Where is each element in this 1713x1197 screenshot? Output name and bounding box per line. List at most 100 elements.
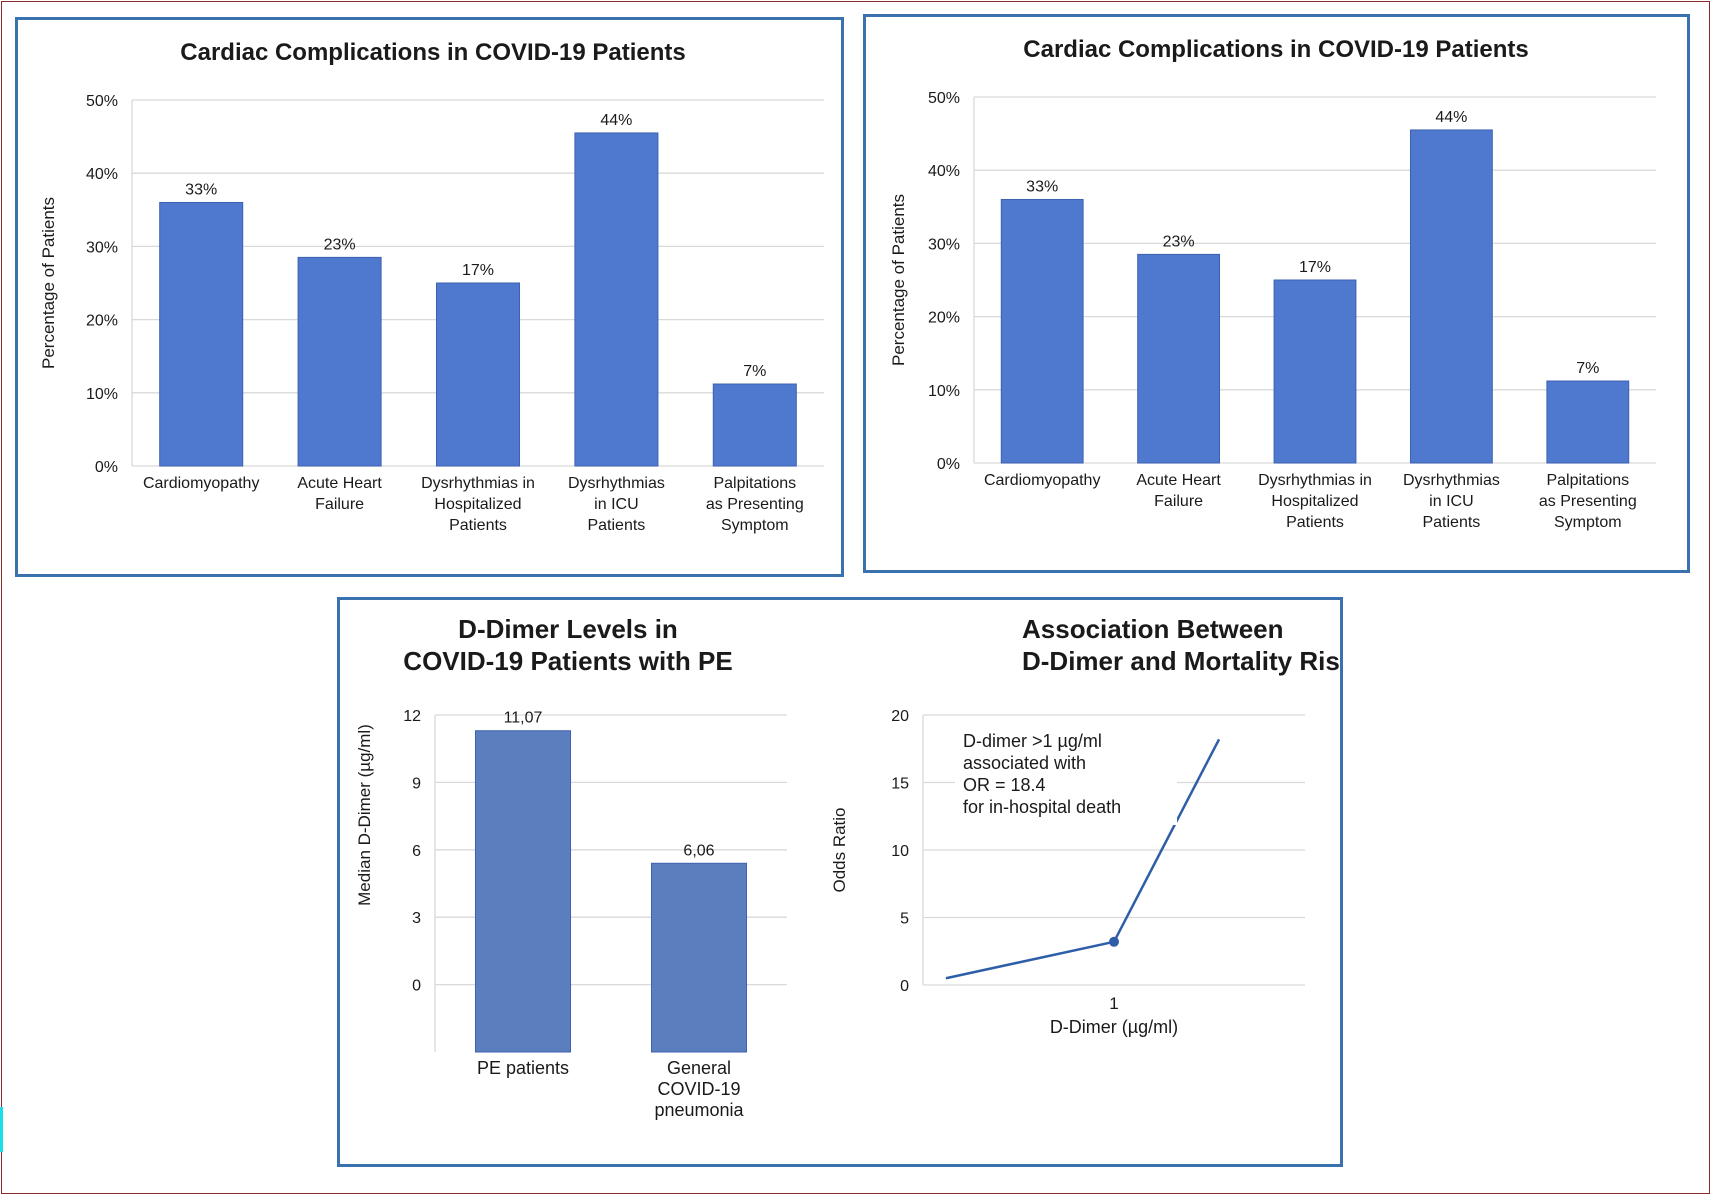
y-tick-label: 40% — [86, 166, 118, 183]
y-tick-label: 0 — [900, 978, 909, 995]
data-point-marker — [1109, 936, 1119, 947]
annotation-text: OR = 18.4 — [963, 775, 1046, 795]
bar-data-label: 33% — [185, 181, 217, 198]
x-tick-label: Cardiomyopathy — [984, 472, 1101, 489]
y-tick-label: 6 — [412, 843, 421, 860]
y-tick-label: 0% — [95, 459, 118, 476]
bar-chart-right: Cardiac Complications in COVID-19 Patien… — [889, 36, 1656, 531]
bar — [1409, 129, 1493, 464]
y-tick-label: 40% — [928, 163, 960, 180]
y-tick-label: 9 — [412, 775, 421, 792]
y-tick-label: 20% — [928, 310, 960, 327]
x-tick-label: COVID-19 — [657, 1079, 740, 1099]
y-tick-label: 50% — [928, 90, 960, 107]
y-tick-label: 0% — [937, 456, 960, 473]
bar-data-label: 6,06 — [683, 842, 714, 859]
x-tick-label: General — [667, 1058, 731, 1078]
x-tick-label: in ICU — [1429, 493, 1473, 510]
bar-data-label: 7% — [743, 363, 766, 380]
chart-title: D-Dimer Levels in — [458, 614, 678, 644]
y-tick-label: 15 — [891, 776, 909, 793]
bar — [712, 383, 797, 467]
y-tick-label: 10% — [86, 386, 118, 403]
x-tick-label: Dysrhythmias in — [421, 475, 535, 492]
x-tick-label: Palpitations — [713, 475, 796, 492]
x-tick-label: Failure — [1154, 493, 1203, 510]
x-tick-label: Patients — [1422, 514, 1480, 531]
x-tick-label: Patients — [587, 517, 645, 534]
y-tick-label: 50% — [86, 93, 118, 110]
y-tick-label: 12 — [403, 708, 421, 725]
edge-marker — [0, 1107, 3, 1152]
y-tick-label: 10 — [891, 843, 909, 860]
y-tick-label: 3 — [412, 910, 421, 927]
chart-title: Association Between — [1022, 614, 1284, 644]
bar-chart-left: Cardiac Complications in COVID-19 Patien… — [39, 39, 824, 534]
x-tick-label: Acute Heart — [1136, 472, 1221, 489]
x-tick-label: Dysrhythmias — [1403, 472, 1500, 489]
y-axis-label: Median D-Dimer (µg/ml) — [355, 724, 374, 906]
y-tick-label: 30% — [86, 239, 118, 256]
chart-content: Cardiac Complications in COVID-19 Patien… — [39, 39, 824, 534]
chart-panel-bottom: D-Dimer Levels in COVID-19 Patients with … — [337, 597, 1355, 1167]
chart-title: Cardiac Complications in COVID-19 Patien… — [180, 39, 685, 66]
bar-data-label: 17% — [1299, 259, 1331, 276]
bar — [650, 862, 748, 1053]
y-tick-label: 30% — [928, 236, 960, 253]
y-tick-label: 5 — [900, 911, 909, 928]
bar-data-label: 44% — [1435, 109, 1467, 126]
bar — [574, 132, 659, 467]
bar — [297, 256, 382, 467]
chart-panel-left: Cardiac Complications in COVID-19 Patien… — [15, 17, 844, 577]
x-tick-label: Patients — [449, 517, 507, 534]
bar — [1546, 380, 1630, 464]
y-axis-label: Percentage of Patients — [889, 194, 908, 366]
bar — [435, 282, 521, 467]
bar-data-label: 23% — [324, 236, 356, 253]
x-tick-label: as Presenting — [1539, 493, 1637, 510]
chart-title: D-Dimer and Mortality Risk — [1022, 646, 1340, 676]
bar — [1273, 279, 1357, 464]
x-tick-label: PE patients — [477, 1058, 569, 1078]
annotation-box — [955, 725, 1177, 825]
y-tick-label: 20 — [891, 708, 909, 725]
x-tick-label: Hospitalized — [434, 496, 521, 513]
bar — [474, 730, 572, 1053]
x-tick-label: 1 — [1109, 994, 1118, 1013]
x-tick-label: Dysrhythmias in — [1258, 472, 1372, 489]
y-tick-label: 0 — [412, 978, 421, 995]
chart-content: Cardiac Complications in COVID-19 Patien… — [889, 36, 1656, 531]
bar-data-label: 33% — [1026, 178, 1058, 195]
x-tick-label: as Presenting — [706, 496, 804, 513]
x-tick-label: Palpitations — [1546, 472, 1629, 489]
bar — [159, 201, 244, 467]
x-tick-label: in ICU — [594, 496, 638, 513]
chart-title: COVID-19 Patients with PE — [403, 646, 732, 676]
x-tick-label: Dysrhythmias — [568, 475, 665, 492]
x-tick-label: Hospitalized — [1271, 493, 1358, 510]
annotation-text: associated with — [963, 753, 1086, 773]
x-tick-label: Symptom — [721, 517, 789, 534]
x-tick-label: Failure — [315, 496, 364, 513]
y-axis-label: Percentage of Patients — [39, 197, 58, 369]
x-tick-label: Patients — [1286, 514, 1344, 531]
x-tick-label: Cardiomyopathy — [143, 475, 260, 492]
chart-panel-right: Cardiac Complications in COVID-19 Patien… — [863, 14, 1690, 573]
annotation-text: D-dimer >1 µg/ml — [963, 731, 1102, 751]
bar-data-label: 11,07 — [504, 710, 543, 727]
chart-title: Cardiac Complications in COVID-19 Patien… — [1023, 36, 1528, 63]
annotation-text: for in-hospital death — [963, 797, 1121, 817]
bar-data-label: 44% — [600, 112, 632, 129]
bar-data-label: 7% — [1576, 360, 1599, 377]
x-tick-label: pneumonia — [654, 1100, 744, 1120]
y-tick-label: 10% — [928, 383, 960, 400]
x-tick-label: Acute Heart — [297, 475, 382, 492]
bar — [1000, 198, 1084, 464]
bar — [1137, 253, 1221, 464]
bar-data-label: 17% — [462, 262, 494, 279]
bar-data-label: 23% — [1163, 233, 1195, 250]
